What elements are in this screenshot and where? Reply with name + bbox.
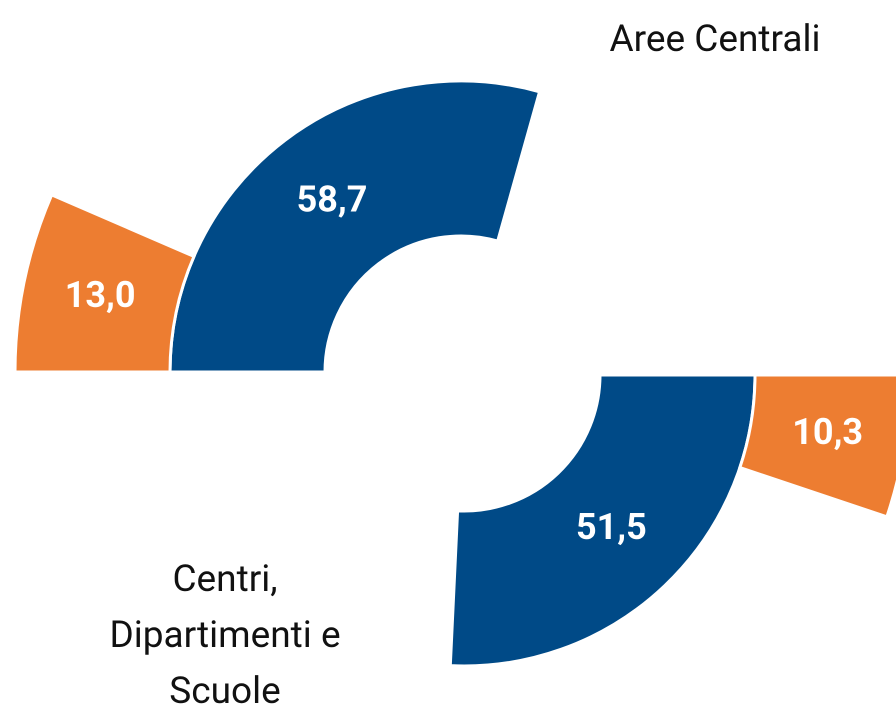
value-label: 10,3	[792, 411, 863, 453]
value-label: 58,7	[297, 178, 368, 220]
segment	[448, 373, 757, 668]
segment	[168, 79, 542, 374]
value-label: 51,5	[576, 506, 647, 548]
value-label: 13,0	[65, 274, 136, 316]
chart-title: Aree Centrali	[609, 18, 821, 61]
chart-title: Centri, Dipartimenti e Scuole	[109, 558, 341, 713]
segment	[13, 192, 196, 374]
segment	[737, 373, 896, 519]
